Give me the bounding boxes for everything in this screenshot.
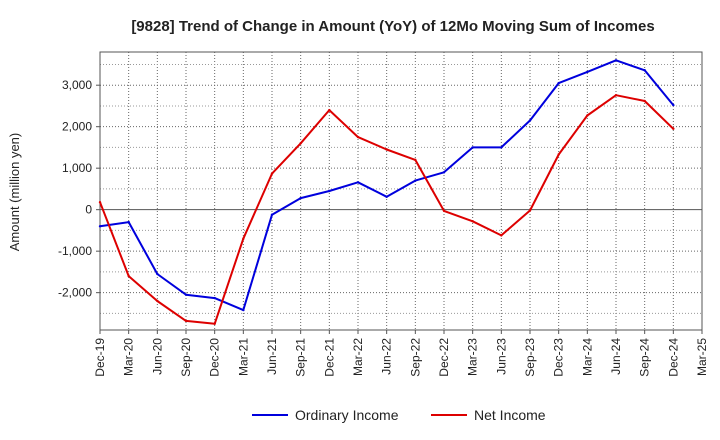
ordinary-income-point bbox=[328, 189, 331, 193]
y-tick-label: 2,000 bbox=[62, 120, 92, 134]
ordinary-income-point bbox=[643, 69, 646, 72]
x-tick-label: Mar-25 bbox=[695, 338, 709, 376]
net-income-point bbox=[127, 274, 130, 278]
net-income-point bbox=[557, 153, 560, 156]
grid-lines bbox=[100, 52, 702, 330]
series-layer bbox=[98, 59, 675, 325]
ordinary-income-point bbox=[586, 70, 589, 74]
x-tick-label: Sep-22 bbox=[408, 338, 422, 377]
ordinary-income-point bbox=[614, 59, 618, 62]
net-income-point bbox=[242, 237, 245, 240]
net-income-point bbox=[614, 93, 618, 97]
x-tick-label: Dec-19 bbox=[93, 338, 107, 377]
y-tick-label: 0 bbox=[85, 203, 92, 217]
legend-label-ordinary-income: Ordinary Income bbox=[295, 407, 399, 423]
x-tick-label: Dec-22 bbox=[437, 338, 451, 377]
x-tick-label: Dec-20 bbox=[208, 338, 222, 377]
net-income-point bbox=[328, 108, 331, 112]
ordinary-income-point bbox=[184, 293, 188, 296]
ordinary-income-point bbox=[156, 272, 159, 276]
x-tick-label: Dec-23 bbox=[552, 338, 566, 377]
x-tick-label: Sep-21 bbox=[294, 338, 308, 377]
ordinary-income-point bbox=[528, 119, 532, 122]
y-tick-label: 1,000 bbox=[62, 161, 92, 175]
x-tick-label: Mar-20 bbox=[122, 338, 136, 376]
x-tick-label: Dec-24 bbox=[666, 338, 680, 377]
ordinary-income-point bbox=[356, 181, 360, 184]
y-axis-label: Amount (million yen) bbox=[7, 133, 22, 252]
x-tick-label: Jun-24 bbox=[609, 338, 623, 375]
net-income-point bbox=[471, 220, 474, 223]
x-tick-label: Jun-23 bbox=[494, 338, 508, 375]
net-income-point bbox=[98, 201, 102, 204]
net-income-point bbox=[156, 299, 159, 303]
x-tick-label: Sep-23 bbox=[523, 338, 537, 377]
x-tick-label: Mar-22 bbox=[351, 338, 365, 376]
net-income-point bbox=[500, 234, 503, 237]
legend-label-net-income: Net Income bbox=[474, 407, 546, 423]
x-tick-label: Sep-20 bbox=[179, 338, 193, 377]
y-tick-label: 3,000 bbox=[62, 78, 92, 92]
net-income-point bbox=[414, 158, 417, 162]
ordinary-income-point bbox=[270, 213, 274, 216]
x-tick-label: Mar-24 bbox=[580, 338, 594, 376]
ordinary-income-point bbox=[471, 146, 474, 149]
x-tick-label: Dec-21 bbox=[322, 338, 336, 377]
x-tick-label: Mar-23 bbox=[466, 338, 480, 376]
net-income-point bbox=[270, 172, 274, 175]
y-tick-label: -2,000 bbox=[58, 286, 92, 300]
net-income-point bbox=[643, 99, 646, 103]
net-income-point bbox=[184, 319, 188, 323]
ordinary-income-point bbox=[414, 179, 417, 182]
ordinary-income-point bbox=[242, 308, 245, 312]
ordinary-income-point bbox=[500, 146, 503, 149]
net-income-point bbox=[385, 148, 388, 151]
ordinary-income-point bbox=[213, 296, 216, 300]
legend: Ordinary Income Net Income bbox=[252, 407, 546, 423]
ordinary-income-point bbox=[98, 225, 102, 228]
ordinary-income-point bbox=[557, 81, 560, 85]
net-income-point bbox=[528, 209, 532, 212]
net-income-point bbox=[672, 127, 675, 130]
x-tick-label: Mar-21 bbox=[236, 338, 250, 376]
plot-area bbox=[99, 51, 703, 331]
net-income-point bbox=[213, 322, 216, 325]
net-income-point bbox=[442, 209, 446, 213]
x-tick-label: Jun-21 bbox=[265, 338, 279, 375]
x-tick-label: Sep-24 bbox=[638, 338, 652, 377]
y-tick-labels: -2,000 -1,000 0 1,000 2,000 3,000 bbox=[58, 78, 100, 300]
ordinary-income-point bbox=[127, 220, 130, 224]
net-income-point bbox=[299, 142, 302, 145]
plot-border bbox=[99, 51, 703, 331]
ordinary-income-point bbox=[672, 103, 675, 107]
ordinary-income-point bbox=[442, 171, 446, 174]
chart-title: [9828] Trend of Change in Amount (YoY) o… bbox=[131, 18, 654, 35]
x-tick-label: Jun-20 bbox=[150, 338, 164, 375]
net-income-point bbox=[356, 135, 360, 139]
net-income-point bbox=[586, 114, 589, 117]
y-tick-label: -1,000 bbox=[58, 244, 92, 258]
ordinary-income-point bbox=[385, 195, 388, 199]
ordinary-income-point bbox=[299, 196, 302, 200]
x-tick-labels: Dec-19 Mar-20 Jun-20 Sep-20 Dec-20 Mar-21 Jun-… bbox=[93, 330, 709, 377]
x-tick-label: Jun-22 bbox=[380, 338, 394, 375]
